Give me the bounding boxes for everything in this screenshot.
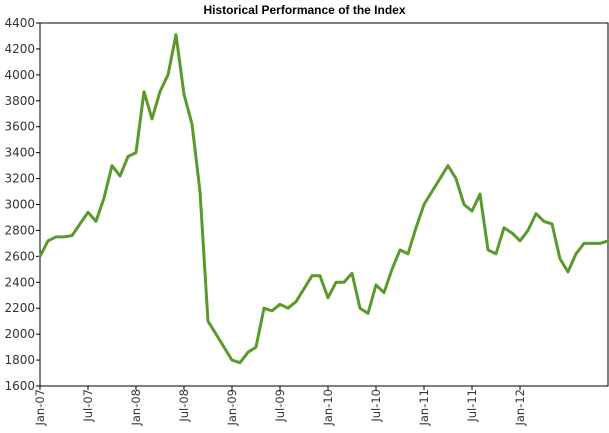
x-tick-label: Jan-09	[225, 389, 239, 427]
y-tick-label: 2800	[4, 223, 35, 237]
y-tick-label: 4000	[4, 68, 35, 82]
x-tick-label: Jul-11	[465, 389, 479, 423]
x-tick-label: Jan-11	[417, 389, 431, 427]
x-tick-label: Jan-08	[129, 389, 143, 427]
x-tick-label: Jul-07	[81, 389, 95, 423]
chart-title: Historical Performance of the Index	[203, 3, 406, 17]
y-tick-label: 3000	[4, 198, 35, 212]
y-tick-label: 2400	[4, 275, 35, 289]
x-tick-label: Jul-10	[369, 389, 383, 423]
x-tick-label: Jan-07	[33, 389, 47, 427]
y-axis: 1600 1800 2000 2200 2400 2600 2800 3000 3200 3400…	[4, 16, 40, 393]
x-tick-label: Jan-12	[513, 389, 527, 427]
y-tick-label: 3600	[4, 120, 35, 134]
y-tick-label: 4200	[4, 42, 35, 56]
x-tick-label: Jul-09	[273, 389, 287, 423]
y-tick-label: 4400	[4, 16, 35, 30]
x-axis: Jan-07 Jul-07 Jan-08 Jul-08 Jan-09 Jul-09 Jan-…	[33, 386, 527, 427]
y-tick-label: 2000	[4, 327, 35, 341]
y-tick-label: 2600	[4, 249, 35, 263]
y-tick-label: 3400	[4, 146, 35, 160]
y-tick-label: 3800	[4, 94, 35, 108]
y-tick-label: 1800	[4, 353, 35, 367]
y-tick-label: 3200	[4, 172, 35, 186]
x-tick-label: Jan-10	[321, 389, 335, 427]
x-tick-label: Jul-08	[177, 389, 191, 423]
series-line	[38, 33, 609, 365]
plot-area	[39, 22, 609, 387]
y-tick-label: 2200	[4, 301, 35, 315]
y-tick-label: 1600	[4, 379, 35, 393]
